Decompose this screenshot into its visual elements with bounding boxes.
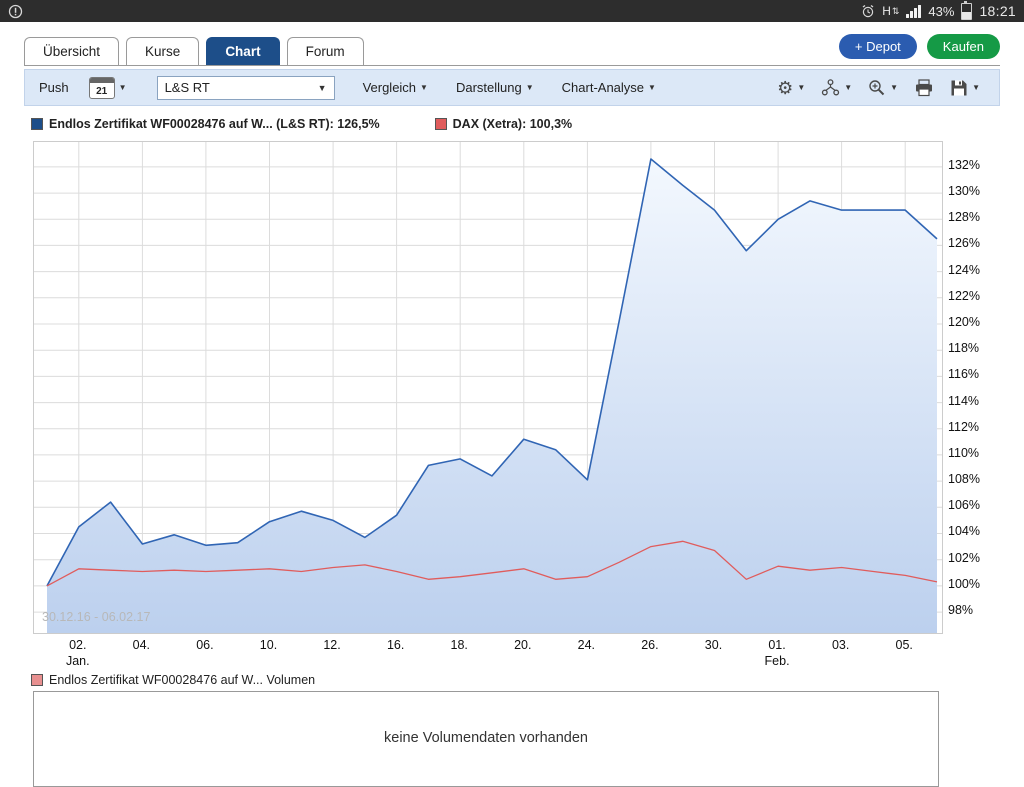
series-swatch-blue xyxy=(31,118,43,130)
chevron-down-icon: ▼ xyxy=(972,83,980,92)
legend-item-dax: DAX (Xetra): 100,3% xyxy=(435,117,573,131)
tab-bar: Übersicht Kurse Chart Forum + Depot Kauf… xyxy=(24,36,1000,66)
x-tick-label: 30. xyxy=(692,638,736,652)
x-tick-label: 04. xyxy=(119,638,163,652)
chevron-down-icon: ▼ xyxy=(890,83,898,92)
signal-bars-icon xyxy=(906,5,921,18)
timerange-calendar-button[interactable]: 21 xyxy=(89,77,115,99)
chevron-down-icon[interactable]: ▼ xyxy=(119,83,127,92)
x-tick-label: 24. xyxy=(564,638,608,652)
alarm-icon xyxy=(861,4,875,18)
gear-icon: ⚙ xyxy=(777,79,793,97)
y-tick-label: 124% xyxy=(948,263,980,277)
chart-watermark: 30.12.16 - 06.02.17 xyxy=(42,610,150,624)
zoom-button[interactable]: ▼ xyxy=(863,79,903,97)
x-tick-label: 20. xyxy=(501,638,545,652)
darstellung-menu[interactable]: Darstellung ▼ xyxy=(456,80,534,95)
x-axis-month-labels: Jan. Feb. xyxy=(33,654,941,669)
y-tick-label: 104% xyxy=(948,524,980,538)
price-chart[interactable]: 30.12.16 - 06.02.17 xyxy=(33,141,943,634)
volume-empty-text: keine Volumendaten vorhanden xyxy=(384,730,588,746)
save-button[interactable]: ▼ xyxy=(945,79,985,97)
chart-legend: Endlos Zertifikat WF00028476 auf W... (L… xyxy=(31,117,572,131)
x-tick-label: 12. xyxy=(310,638,354,652)
volume-panel: keine Volumendaten vorhanden xyxy=(33,691,939,787)
volume-legend-label: Endlos Zertifikat WF00028476 auf W... Vo… xyxy=(49,673,315,687)
push-toggle[interactable]: Push xyxy=(39,80,69,95)
y-tick-label: 122% xyxy=(948,289,980,303)
chevron-down-icon: ▼ xyxy=(420,83,428,92)
battery-percent: 43% xyxy=(928,4,954,19)
y-tick-label: 108% xyxy=(948,472,980,486)
y-tick-label: 102% xyxy=(948,551,980,565)
x-tick-label: 16. xyxy=(374,638,418,652)
save-floppy-icon xyxy=(950,79,968,97)
chevron-down-icon: ▼ xyxy=(648,83,656,92)
y-tick-label: 106% xyxy=(948,498,980,512)
screen: H ⇅ 43% 18:21 Übersicht Kurse Chart Foru… xyxy=(0,0,1024,768)
zoom-in-icon xyxy=(868,79,886,97)
y-tick-label: 120% xyxy=(948,315,980,329)
print-button[interactable] xyxy=(909,79,939,97)
calendar-icon xyxy=(90,78,114,83)
tab-chart[interactable]: Chart xyxy=(206,37,279,65)
y-tick-label: 112% xyxy=(948,420,979,434)
x-tick-label: 26. xyxy=(628,638,672,652)
indicators-button[interactable]: ▼ xyxy=(816,79,857,96)
y-axis-labels: 98% 100% 102% 104% 106% 108% 110% 112% 114% 116% 1… xyxy=(948,141,1003,632)
y-tick-label: 128% xyxy=(948,210,980,224)
y-tick-label: 98% xyxy=(948,603,973,617)
y-tick-label: 130% xyxy=(948,184,980,198)
action-buttons: + Depot Kaufen xyxy=(839,34,1000,59)
settings-button[interactable]: ⚙ ▼ xyxy=(772,79,810,97)
y-tick-label: 118% xyxy=(948,341,979,355)
month-label: Feb. xyxy=(755,654,799,668)
vergleich-menu[interactable]: Vergleich ▼ xyxy=(363,80,428,95)
x-tick-label: 05. xyxy=(882,638,926,652)
x-tick-label: 02. xyxy=(56,638,100,652)
alert-icon xyxy=(8,4,23,19)
chevron-down-icon: ▼ xyxy=(526,83,534,92)
tab-kurse[interactable]: Kurse xyxy=(126,37,199,65)
x-tick-label: 03. xyxy=(819,638,863,652)
chevron-down-icon: ▼ xyxy=(797,83,805,92)
clock: 18:21 xyxy=(979,3,1016,19)
printer-icon xyxy=(914,79,934,97)
y-tick-label: 116% xyxy=(948,367,979,381)
series-swatch-red xyxy=(435,118,447,130)
y-tick-label: 132% xyxy=(948,158,980,172)
x-tick-label: 06. xyxy=(183,638,227,652)
legend-label: DAX (Xetra): 100,3% xyxy=(453,117,573,131)
battery-icon xyxy=(961,3,972,20)
y-tick-label: 110% xyxy=(948,446,979,460)
chart-canvas: 30.12.16 - 06.02.17 xyxy=(34,142,942,633)
x-tick-label: 18. xyxy=(437,638,481,652)
chart-toolbar: Push 21 ▼ L&S RT ▼ Vergleich ▼ Darstellu… xyxy=(24,69,1000,106)
toolbar-icons: ⚙ ▼ ▼ ▼ xyxy=(772,79,985,97)
y-tick-label: 100% xyxy=(948,577,980,591)
x-tick-label: 01. xyxy=(755,638,799,652)
tab-uebersicht[interactable]: Übersicht xyxy=(24,37,119,65)
chevron-down-icon: ▼ xyxy=(844,83,852,92)
month-label: Jan. xyxy=(56,654,100,668)
kaufen-button[interactable]: Kaufen xyxy=(927,34,1000,59)
legend-label: Endlos Zertifikat WF00028476 auf W... (L… xyxy=(49,117,380,131)
x-tick-label: 10. xyxy=(247,638,291,652)
y-tick-label: 114% xyxy=(948,394,979,408)
chart-analyse-menu[interactable]: Chart-Analyse ▼ xyxy=(562,80,656,95)
depot-button[interactable]: + Depot xyxy=(839,34,917,59)
volume-swatch xyxy=(31,674,43,686)
network-type-icon: H ⇅ xyxy=(882,4,899,18)
exchange-select[interactable]: L&S RT ▼ xyxy=(157,76,335,100)
legend-item-certificate: Endlos Zertifikat WF00028476 auf W... (L… xyxy=(31,117,380,131)
y-tick-label: 126% xyxy=(948,236,980,250)
tab-forum[interactable]: Forum xyxy=(287,37,364,65)
indicator-nodes-icon xyxy=(821,79,840,96)
volume-legend: Endlos Zertifikat WF00028476 auf W... Vo… xyxy=(31,673,315,687)
status-bar: H ⇅ 43% 18:21 xyxy=(0,0,1024,22)
x-axis-labels: 02. 04. 06. 10. 12. 16. 18. 20. 24. 26. 30. 01. 03. 0… xyxy=(33,638,941,653)
chevron-down-icon: ▼ xyxy=(318,83,327,93)
